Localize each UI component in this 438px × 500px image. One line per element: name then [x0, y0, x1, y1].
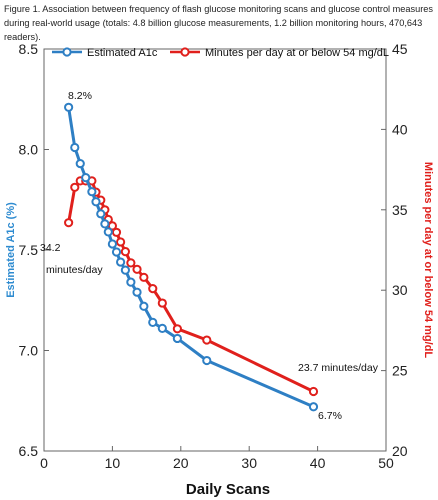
series-minutes-point — [172, 324, 182, 334]
series-a1c-point — [126, 277, 136, 287]
series-minutes-point — [132, 264, 142, 274]
series-a1c-line — [67, 107, 315, 409]
y-right-tick-label: 40 — [392, 121, 408, 137]
series-layer — [64, 102, 319, 412]
x-tick-label: 10 — [105, 455, 121, 471]
series-a1c — [64, 102, 319, 412]
x-tick-label: 50 — [378, 455, 394, 471]
legend-item-a1c: Estimated A1c — [52, 47, 158, 59]
series-minutes-point — [202, 335, 212, 345]
x-tick-label: 0 — [40, 455, 48, 471]
series-a1c-point — [202, 355, 212, 366]
series-minutes-point — [157, 298, 167, 308]
series-a1c-point — [87, 187, 97, 197]
caption-line-1: Figure 1. Association between frequency … — [4, 4, 433, 14]
annotation-minutes-end: 23.7 minutes/day — [298, 362, 379, 374]
series-minutes-point — [64, 218, 74, 228]
series-a1c-point — [107, 239, 118, 249]
legend-item-minutes: Minutes per day at or below 54 mg/dL — [170, 47, 389, 59]
annotation-minutes-start-value: 34.2 — [40, 242, 61, 254]
x-tick-label: 30 — [241, 455, 257, 471]
y-left-axis-ticks: 6.5 7.0 7.5 8.0 8.5 — [19, 41, 49, 459]
y-right-tick-label: 30 — [392, 282, 408, 298]
series-minutes-point — [308, 386, 319, 397]
legend-a1c-marker — [62, 47, 72, 57]
series-minutes-point — [126, 258, 136, 268]
y-left-tick-label: 7.0 — [19, 343, 39, 359]
y-right-tick-label: 25 — [392, 363, 408, 379]
y-left-tick-label: 7.5 — [19, 242, 39, 258]
series-a1c-point — [96, 209, 106, 219]
x-axis-title: Daily Scans — [186, 481, 270, 498]
series-a1c-point — [111, 247, 122, 257]
y-right-tick-label: 35 — [392, 202, 408, 218]
y-left-tick-label: 6.5 — [19, 443, 39, 459]
annotation-a1c-start: 8.2% — [68, 90, 92, 102]
legend-minutes-marker — [180, 47, 190, 57]
series-a1c-point — [308, 402, 319, 412]
legend: Estimated A1c Minutes per day at or belo… — [52, 47, 389, 59]
series-a1c-point — [139, 301, 149, 311]
annotation-minutes-start-unit: minutes/day — [46, 264, 103, 276]
series-a1c-point — [100, 219, 110, 229]
y-right-axis-title: Minutes per day at or below 54 mg/dL — [422, 162, 434, 358]
y-right-tick-label: 45 — [392, 41, 408, 57]
y-right-axis-ticks: 20 25 30 35 40 45 — [381, 41, 408, 459]
series-minutes-point — [111, 227, 122, 237]
series-a1c-point — [120, 265, 130, 275]
y-left-tick-label: 8.5 — [19, 41, 39, 57]
series-minutes-point — [116, 237, 126, 247]
series-a1c-point — [116, 257, 126, 267]
series-a1c-point — [132, 287, 142, 297]
series-a1c-point — [148, 317, 158, 327]
plot-frame — [43, 48, 387, 452]
series-a1c-point — [157, 323, 167, 333]
figure-caption: Figure 1. Association between frequency … — [4, 2, 436, 44]
y-left-axis-title: Estimated A1c (%) — [5, 202, 17, 298]
series-minutes-point — [70, 182, 80, 192]
legend-a1c-label: Estimated A1c — [87, 47, 158, 59]
annotation-a1c-end: 6.7% — [318, 410, 342, 422]
series-minutes-point — [120, 247, 130, 257]
series-a1c-point — [81, 173, 91, 183]
caption-line-2: during real-world usage (totals: 4.8 bil… — [4, 18, 423, 42]
series-a1c-point — [70, 142, 80, 153]
x-tick-label: 20 — [173, 455, 189, 471]
y-left-tick-label: 8.0 — [19, 142, 39, 158]
x-tick-label: 40 — [310, 455, 326, 471]
series-a1c-point — [75, 158, 85, 169]
y-right-tick-label: 20 — [392, 443, 408, 459]
series-a1c-point — [91, 197, 101, 207]
x-axis-ticks: 0 10 20 30 40 50 — [40, 446, 394, 471]
legend-minutes-label: Minutes per day at or below 54 mg/dL — [205, 47, 389, 59]
series-a1c-point — [64, 102, 74, 112]
series-a1c-point — [172, 333, 182, 344]
series-minutes-point — [139, 272, 149, 282]
series-a1c-point — [103, 227, 113, 237]
series-minutes-point — [148, 283, 158, 294]
